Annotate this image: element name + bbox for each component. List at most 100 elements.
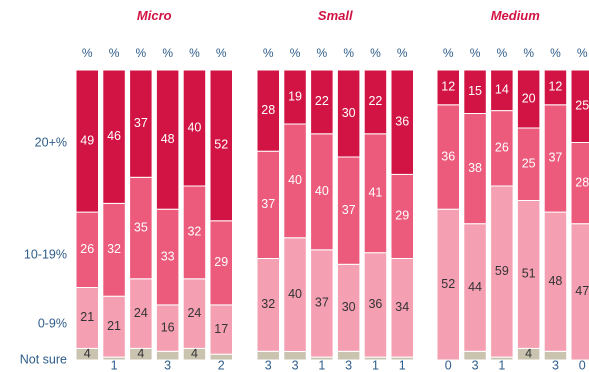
data-label-2-5-1019: 28 — [575, 175, 589, 189]
data-label-2-3-20: 20 — [522, 91, 536, 105]
bar-segment-0-3-20 — [155, 69, 180, 210]
data-label-2-0-Notsure: 0 — [445, 358, 452, 372]
data-label-1-3-20: 30 — [342, 106, 356, 120]
percent-header-2-1: % — [470, 46, 481, 60]
percent-header-1-2: % — [317, 46, 328, 60]
bar-segment-1-5-20 — [390, 69, 414, 175]
data-label-1-0-Notsure: 3 — [265, 358, 272, 372]
panel-title-1: Small — [318, 8, 353, 23]
data-label-0-0-Notsure: 4 — [84, 346, 91, 360]
data-label-0-1-09: 21 — [107, 319, 121, 333]
percent-header-1-4: % — [370, 46, 381, 60]
data-label-1-5-Notsure: 1 — [399, 358, 406, 372]
data-label-0-0-1019: 26 — [80, 242, 94, 256]
data-label-1-3-Notsure: 3 — [345, 358, 352, 372]
data-label-0-4-1019: 32 — [187, 225, 201, 239]
data-label-0-0-09: 21 — [80, 310, 94, 324]
data-label-2-1-20: 15 — [468, 84, 482, 98]
bar-segment-1-2-20 — [310, 69, 334, 135]
percent-header-2-3: % — [523, 46, 534, 60]
data-label-2-4-1019: 37 — [548, 151, 562, 165]
bar-segment-0-5-20 — [209, 69, 233, 222]
data-label-1-1-09: 40 — [288, 287, 302, 301]
data-label-2-5-09: 47 — [575, 284, 589, 298]
percent-header-1-0: % — [263, 46, 274, 60]
data-label-2-4-Notsure: 3 — [552, 358, 559, 372]
percent-header-1-3: % — [343, 46, 354, 60]
data-label-2-4-09: 48 — [548, 274, 562, 288]
data-label-1-2-Notsure: 1 — [318, 358, 325, 372]
data-label-0-2-1019: 35 — [134, 220, 148, 234]
data-label-0-4-09: 24 — [187, 306, 201, 320]
data-label-0-3-Notsure: 3 — [164, 358, 171, 372]
data-label-2-3-1019: 25 — [522, 157, 536, 171]
data-label-0-1-Notsure: 1 — [111, 358, 118, 372]
bar-segment-0-1-20 — [102, 69, 126, 204]
data-label-1-0-20: 28 — [261, 103, 275, 117]
row-label-3: Not sure — [20, 352, 67, 366]
panel-title-2: Medium — [491, 8, 541, 23]
bar-segment-2-0-20 — [436, 69, 460, 106]
panel-title-0: Micro — [137, 8, 172, 23]
data-label-0-0-20: 49 — [80, 133, 94, 147]
bar-segment-2-3-20 — [516, 69, 541, 129]
data-label-2-5-20: 25 — [575, 99, 589, 113]
data-label-1-4-1019: 41 — [368, 186, 382, 200]
data-label-0-2-Notsure: 4 — [137, 346, 144, 360]
bar-segment-0-2-20 — [129, 69, 153, 178]
data-label-1-4-09: 36 — [368, 297, 382, 311]
data-label-1-5-1019: 29 — [395, 209, 409, 223]
percent-header-1-1: % — [290, 46, 301, 60]
bar-segment-1-3-20 — [336, 69, 361, 158]
data-label-2-2-1019: 26 — [495, 141, 509, 155]
data-label-0-2-20: 37 — [134, 116, 148, 130]
percent-header-1-5: % — [397, 46, 408, 60]
data-label-1-3-1019: 37 — [342, 203, 356, 217]
bar-segment-0-0-20 — [75, 69, 99, 213]
data-label-2-1-09: 44 — [468, 280, 482, 294]
data-label-1-4-Notsure: 1 — [372, 358, 379, 372]
data-label-0-1-20: 46 — [107, 129, 121, 143]
data-label-2-0-20: 12 — [441, 80, 455, 94]
bar-segment-2-5-20 — [570, 69, 589, 143]
percent-header-2-0: % — [443, 46, 454, 60]
bar-segment-1-0-20 — [256, 69, 280, 152]
data-label-1-1-1019: 40 — [288, 173, 302, 187]
data-label-1-0-1019: 37 — [261, 197, 275, 211]
data-label-1-2-09: 37 — [315, 296, 329, 310]
data-label-1-1-Notsure: 3 — [292, 358, 299, 372]
bar-segment-2-4-20 — [543, 69, 568, 106]
bar-segment-1-1-20 — [283, 69, 307, 125]
data-label-0-4-Notsure: 4 — [191, 346, 198, 360]
percent-header-2-5: % — [577, 46, 588, 60]
data-label-0-1-1019: 32 — [107, 242, 121, 256]
data-label-1-4-20: 22 — [368, 94, 382, 108]
data-label-0-3-1019: 33 — [161, 249, 175, 263]
percent-header-0-1: % — [109, 46, 120, 60]
bar-segment-0-4-20 — [182, 69, 207, 187]
percent-header-0-3: % — [162, 46, 173, 60]
bar-segment-2-1-20 — [463, 69, 487, 114]
data-label-1-0-09: 32 — [261, 297, 275, 311]
percent-header-0-2: % — [136, 46, 147, 60]
data-label-0-2-09: 24 — [134, 306, 148, 320]
data-label-2-1-1019: 38 — [468, 161, 482, 175]
data-label-1-1-20: 19 — [288, 89, 302, 103]
data-label-2-1-Notsure: 3 — [472, 358, 479, 372]
data-label-1-2-20: 22 — [315, 94, 329, 108]
row-label-1: 10-19% — [24, 247, 67, 261]
data-label-1-3-09: 30 — [342, 300, 356, 314]
row-label-0: 20+% — [35, 135, 67, 149]
percent-header-0-0: % — [82, 46, 93, 60]
data-label-0-5-09: 17 — [214, 322, 228, 336]
data-label-2-2-20: 14 — [495, 83, 509, 97]
percent-header-2-2: % — [497, 46, 508, 60]
data-label-0-5-20: 52 — [214, 138, 228, 152]
bar-segment-2-2-20 — [490, 69, 514, 112]
data-label-2-3-09: 51 — [522, 267, 536, 281]
data-label-0-3-09: 16 — [161, 320, 175, 334]
data-label-1-5-20: 36 — [395, 114, 409, 128]
percent-header-0-4: % — [189, 46, 200, 60]
data-label-2-3-Notsure: 4 — [525, 346, 532, 360]
